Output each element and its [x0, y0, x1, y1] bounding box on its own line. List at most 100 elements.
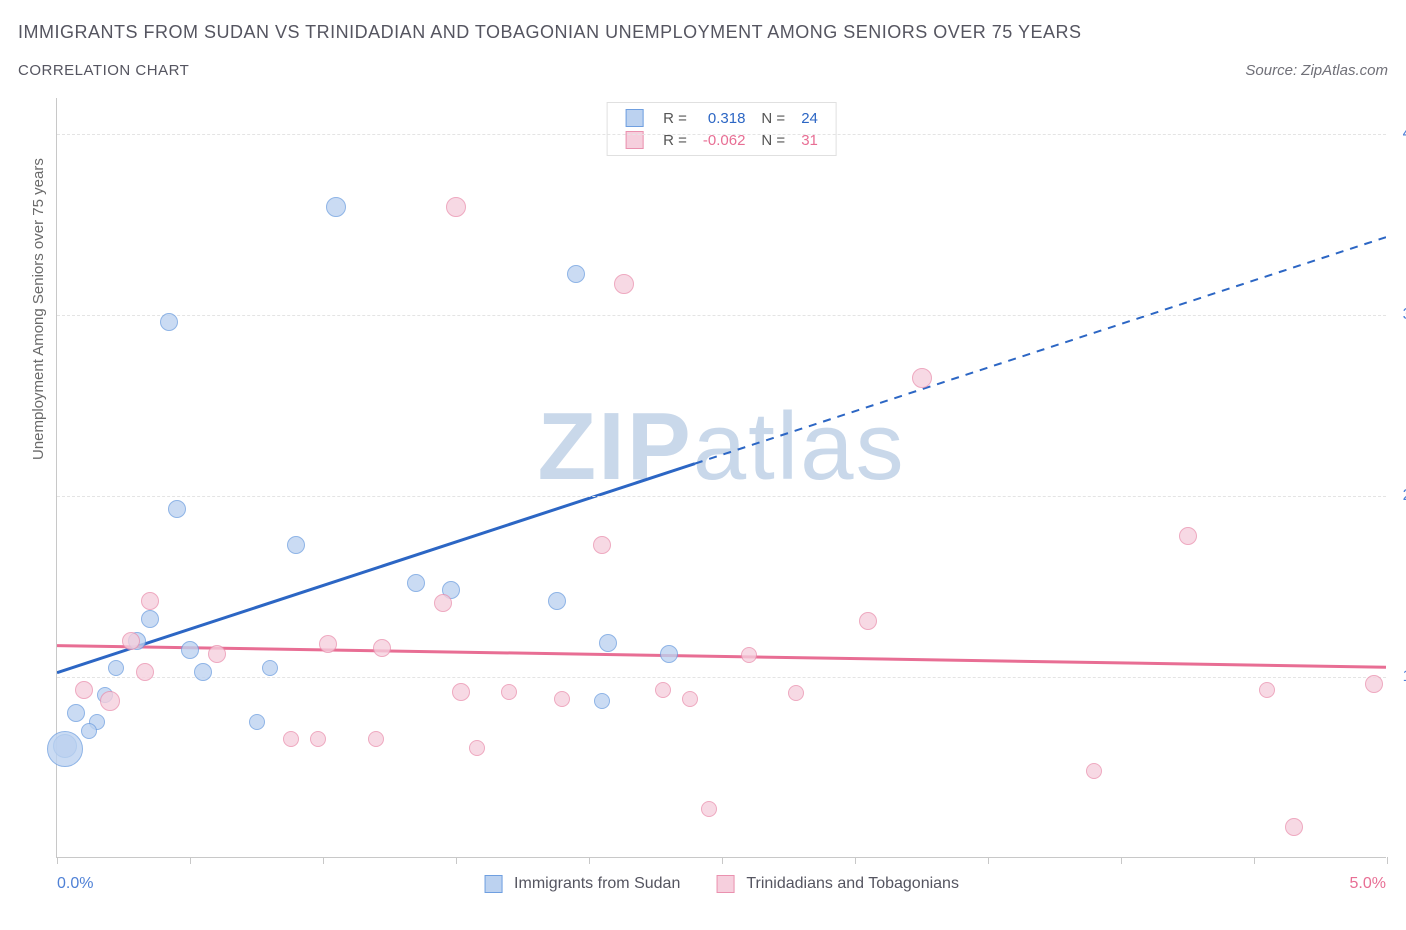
scatter-point-trinidad: [682, 691, 698, 707]
watermark-light: atlas: [693, 393, 906, 500]
y-tick-label: 40.0%: [1403, 125, 1406, 143]
scatter-point-sudan: [407, 574, 425, 592]
scatter-point-trinidad: [614, 274, 634, 294]
gridline: [57, 315, 1386, 316]
x-tick: [855, 857, 856, 864]
scatter-point-trinidad: [452, 683, 470, 701]
legend-r-value-sudan: 0.318: [695, 107, 754, 129]
trend-lines-layer: [57, 98, 1386, 857]
trend-line-extrapolated-sudan: [695, 237, 1386, 463]
scatter-point-sudan: [160, 313, 178, 331]
watermark-bold: ZIP: [537, 393, 692, 500]
scatter-point-trinidad: [434, 594, 452, 612]
x-tick: [190, 857, 191, 864]
legend-row-sudan: R = 0.318 N = 24: [617, 107, 826, 129]
legend-r-value-trinidad: -0.062: [695, 129, 754, 151]
chart-plot-area: ZIPatlas R = 0.318 N = 24 R = -0.062 N =…: [56, 98, 1386, 858]
legend-swatch-sudan: [625, 109, 643, 127]
scatter-point-trinidad: [1365, 675, 1383, 693]
scatter-point-trinidad: [141, 592, 159, 610]
scatter-point-trinidad: [368, 731, 384, 747]
x-tick: [722, 857, 723, 864]
legend-n-label: N =: [753, 107, 793, 129]
scatter-point-trinidad: [283, 731, 299, 747]
scatter-point-sudan: [594, 693, 610, 709]
scatter-point-trinidad: [1259, 682, 1275, 698]
scatter-point-trinidad: [136, 663, 154, 681]
scatter-point-sudan: [47, 731, 83, 767]
scatter-point-sudan: [141, 610, 159, 628]
scatter-point-sudan: [326, 197, 346, 217]
scatter-point-trinidad: [501, 684, 517, 700]
legend-n-label: N =: [753, 129, 793, 151]
source-attribution: Source: ZipAtlas.com: [1245, 62, 1388, 79]
scatter-point-sudan: [599, 634, 617, 652]
scatter-point-sudan: [67, 704, 85, 722]
chart-title: IMMIGRANTS FROM SUDAN VS TRINIDADIAN AND…: [18, 22, 1082, 43]
scatter-point-sudan: [567, 265, 585, 283]
scatter-point-sudan: [108, 660, 124, 676]
scatter-point-sudan: [249, 714, 265, 730]
x-tick: [57, 857, 58, 864]
chart-subtitle: CORRELATION CHART: [18, 62, 189, 79]
scatter-point-sudan: [287, 536, 305, 554]
scatter-point-trinidad: [373, 639, 391, 657]
scatter-point-sudan: [660, 645, 678, 663]
watermark: ZIPatlas: [537, 392, 905, 502]
scatter-point-trinidad: [100, 691, 120, 711]
scatter-point-trinidad: [1285, 818, 1303, 836]
x-tick: [1387, 857, 1388, 864]
scatter-point-trinidad: [593, 536, 611, 554]
scatter-point-sudan: [194, 663, 212, 681]
scatter-point-trinidad: [554, 691, 570, 707]
legend-correlation-box: R = 0.318 N = 24 R = -0.062 N = 31: [606, 102, 837, 156]
legend-bottom: Immigrants from Sudan Trinidadians and T…: [484, 875, 959, 893]
scatter-point-trinidad: [1179, 527, 1197, 545]
scatter-point-sudan: [81, 723, 97, 739]
x-tick: [988, 857, 989, 864]
scatter-point-trinidad: [446, 197, 466, 217]
legend-r-label: R =: [655, 129, 695, 151]
scatter-point-trinidad: [859, 612, 877, 630]
legend-n-value-sudan: 24: [793, 107, 826, 129]
legend-label-sudan: Immigrants from Sudan: [514, 875, 680, 893]
scatter-point-trinidad: [122, 632, 140, 650]
x-tick: [1121, 857, 1122, 864]
legend-swatch-sudan: [484, 875, 502, 893]
scatter-point-trinidad: [310, 731, 326, 747]
scatter-point-trinidad: [1086, 763, 1102, 779]
gridline: [57, 496, 1386, 497]
scatter-point-trinidad: [319, 635, 337, 653]
scatter-point-trinidad: [75, 681, 93, 699]
gridline: [57, 677, 1386, 678]
source-value: ZipAtlas.com: [1301, 62, 1388, 79]
scatter-point-sudan: [548, 592, 566, 610]
scatter-point-trinidad: [741, 647, 757, 663]
scatter-point-trinidad: [655, 682, 671, 698]
x-axis-label: 0.0%: [57, 875, 93, 893]
x-tick: [1254, 857, 1255, 864]
scatter-point-sudan: [181, 641, 199, 659]
scatter-point-trinidad: [701, 801, 717, 817]
scatter-point-sudan: [168, 500, 186, 518]
x-axis-label: 5.0%: [1350, 875, 1386, 893]
source-label: Source:: [1245, 62, 1301, 79]
legend-r-label: R =: [655, 107, 695, 129]
y-tick-label: 20.0%: [1403, 487, 1406, 505]
legend-label-trinidad: Trinidadians and Tobagonians: [746, 875, 959, 893]
scatter-point-sudan: [262, 660, 278, 676]
scatter-point-trinidad: [912, 368, 932, 388]
legend-row-trinidad: R = -0.062 N = 31: [617, 129, 826, 151]
y-tick-label: 30.0%: [1403, 306, 1406, 324]
legend-swatch-trinidad: [716, 875, 734, 893]
legend-n-value-trinidad: 31: [793, 129, 826, 151]
x-tick: [589, 857, 590, 864]
x-tick: [456, 857, 457, 864]
subtitle-row: CORRELATION CHART Source: ZipAtlas.com: [18, 62, 1388, 79]
legend-item-sudan: Immigrants from Sudan: [484, 875, 680, 893]
legend-item-trinidad: Trinidadians and Tobagonians: [716, 875, 959, 893]
y-axis-title: Unemployment Among Seniors over 75 years: [30, 158, 47, 460]
scatter-point-trinidad: [208, 645, 226, 663]
y-tick-label: 10.0%: [1403, 668, 1406, 686]
x-tick: [323, 857, 324, 864]
